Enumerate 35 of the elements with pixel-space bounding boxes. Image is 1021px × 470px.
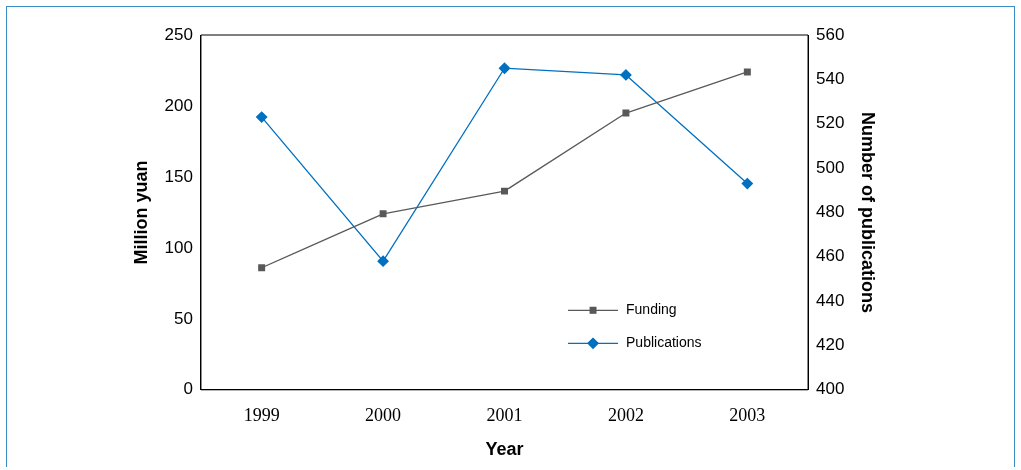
legend-label: Publications xyxy=(626,334,702,351)
y-tick-label: 100 xyxy=(164,237,193,257)
y2-tick-label: 460 xyxy=(816,246,845,266)
x-axis-title: Year xyxy=(485,439,524,460)
y2-tick-label: 480 xyxy=(816,202,845,222)
y2-tick-label: 400 xyxy=(816,379,845,399)
x-tick-label: 2002 xyxy=(607,405,644,426)
y-tick-label: 0 xyxy=(183,379,193,399)
legend-label: Funding xyxy=(626,301,677,318)
x-tick-label: 2003 xyxy=(729,405,766,426)
x-tick-label: 1999 xyxy=(243,405,280,426)
y2-tick-label: 560 xyxy=(816,24,845,44)
point xyxy=(620,69,632,81)
point xyxy=(379,210,387,218)
y-tick-label: 50 xyxy=(174,308,193,328)
y-axis-title: Million yuan xyxy=(130,160,151,265)
point xyxy=(741,177,753,190)
point xyxy=(501,187,508,195)
y-tick-label: 200 xyxy=(164,95,193,115)
x-tick-label: 2001 xyxy=(486,405,523,426)
y-tick-label: 150 xyxy=(164,166,193,186)
y2-tick-label: 440 xyxy=(816,290,845,310)
point xyxy=(498,62,511,74)
point xyxy=(622,109,630,117)
point xyxy=(258,264,266,272)
y2-tick-label: 420 xyxy=(816,335,845,355)
y2-tick-label: 540 xyxy=(816,69,845,89)
y2-tick-label: 520 xyxy=(816,113,845,133)
y2-tick-label: 500 xyxy=(816,157,845,177)
point xyxy=(256,111,268,123)
y-tick-label: 250 xyxy=(164,24,193,44)
point xyxy=(377,255,389,267)
y2-axis-title: Number of publications xyxy=(858,111,879,313)
point xyxy=(743,68,751,76)
x-tick-label: 2000 xyxy=(365,405,402,426)
